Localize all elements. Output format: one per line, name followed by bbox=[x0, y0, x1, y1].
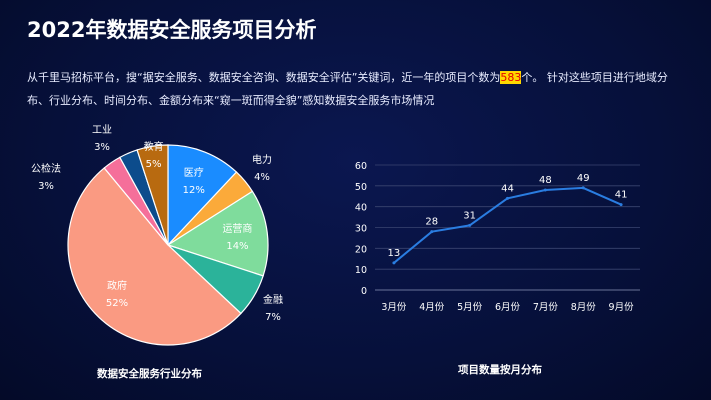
pie-slice bbox=[167, 144, 238, 247]
data-label: 41 bbox=[615, 190, 628, 201]
project-count: 583 bbox=[500, 71, 522, 84]
pie-label: 金融 bbox=[263, 293, 283, 306]
data-point bbox=[392, 261, 396, 265]
pie-label: 教育 bbox=[144, 140, 164, 153]
line-title: 项目数量按月分布 bbox=[458, 364, 542, 376]
pie-percent: 52% bbox=[106, 298, 128, 309]
desc-text: 从千里马招标平台，搜“据安全服务、数据安全咨询、数据安全评估”关键词，近一年的项… bbox=[27, 71, 501, 84]
data-label: 28 bbox=[425, 217, 438, 228]
pie-slice bbox=[166, 190, 269, 277]
data-point bbox=[619, 203, 623, 207]
x-tick-label: 8月份 bbox=[571, 301, 597, 313]
x-tick-label: 9月份 bbox=[609, 301, 635, 313]
pie-slice bbox=[136, 144, 169, 246]
data-point bbox=[543, 188, 547, 192]
x-tick-label: 6月份 bbox=[495, 301, 521, 313]
data-label: 49 bbox=[577, 173, 590, 184]
pie-label: 政府 bbox=[107, 279, 127, 292]
data-label: 44 bbox=[501, 183, 514, 194]
y-tick-label: 20 bbox=[355, 244, 367, 255]
pie-label: 电力 bbox=[252, 153, 272, 166]
y-tick-label: 0 bbox=[361, 286, 367, 297]
pie-label: 医疗 bbox=[184, 166, 204, 179]
desc-text-2: 个。 针对这些项目进行地域分布、行业分布、时间分布、金额分布来“窥一斑而得全貌”… bbox=[27, 71, 668, 107]
page-title: 2022年数据安全服务项目分析 bbox=[27, 18, 317, 42]
data-label: 48 bbox=[539, 175, 552, 186]
pie-slice bbox=[67, 167, 242, 346]
data-point bbox=[506, 196, 509, 200]
data-label: 31 bbox=[463, 210, 476, 221]
pie-percent: 12% bbox=[183, 185, 205, 196]
y-tick-label: 30 bbox=[355, 224, 367, 235]
x-tick-label: 4月份 bbox=[419, 301, 445, 313]
data-point bbox=[581, 186, 585, 190]
pie-percent: 14% bbox=[226, 241, 248, 252]
description: 从千里马招标平台，搜“据安全服务、数据安全咨询、数据安全评估”关键词，近一年的项… bbox=[27, 66, 687, 112]
x-tick-label: 3月份 bbox=[381, 301, 407, 313]
pie-percent: 3% bbox=[94, 142, 110, 153]
y-tick-label: 10 bbox=[355, 265, 367, 276]
data-point bbox=[468, 223, 472, 227]
data-label: 13 bbox=[388, 248, 401, 259]
pie-percent: 5% bbox=[146, 159, 162, 170]
x-tick-label: 7月份 bbox=[533, 301, 559, 313]
pie-label: 运营商 bbox=[222, 222, 252, 235]
pie-label: 工业 bbox=[92, 124, 112, 136]
pie-percent: 7% bbox=[265, 312, 281, 323]
y-tick-label: 40 bbox=[355, 203, 367, 214]
pie-percent: 3% bbox=[38, 181, 54, 192]
pie-percent: 4% bbox=[254, 172, 270, 183]
pie-title: 数据安全服务行业分布 bbox=[97, 368, 202, 380]
y-tick-label: 50 bbox=[355, 182, 367, 193]
data-point bbox=[430, 230, 434, 234]
x-tick-label: 5月份 bbox=[457, 301, 483, 313]
pie-label: 公检法 bbox=[31, 162, 61, 175]
y-tick-label: 60 bbox=[355, 161, 367, 172]
